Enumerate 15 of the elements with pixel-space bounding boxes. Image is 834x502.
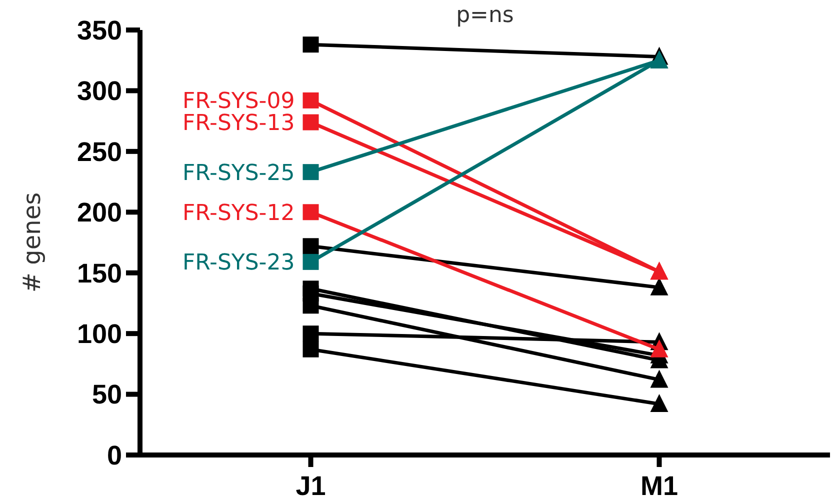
x-tick-label: M1 <box>640 471 678 501</box>
y-tick-label: 200 <box>76 198 122 228</box>
text: p=ns <box>456 3 514 28</box>
series-label: FR-SYS-23 <box>182 250 295 276</box>
y-tick-label: 150 <box>76 258 122 288</box>
series-label: FR-SYS-12 <box>182 200 295 226</box>
y-tick-label: 350 <box>76 15 122 46</box>
y-axis-title: # genes <box>18 192 46 293</box>
series-label: FR-SYS-25 <box>182 160 295 186</box>
y-tick-label: 100 <box>76 319 122 350</box>
y-tick-label: 250 <box>76 136 122 167</box>
y-tick-label: 0 <box>106 440 122 470</box>
x-tick-label: J1 <box>296 471 326 501</box>
y-tick-label: 300 <box>76 76 122 106</box>
y-tick-label: 50 <box>92 380 122 410</box>
